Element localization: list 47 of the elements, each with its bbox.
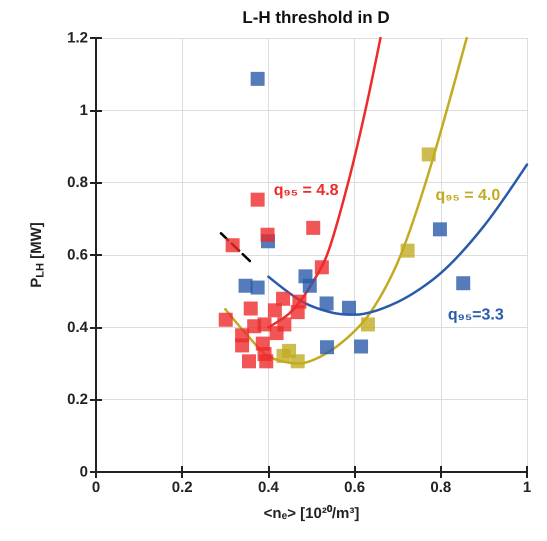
- point: [244, 302, 258, 316]
- point: [268, 303, 282, 318]
- y-tick-label: 0: [80, 464, 88, 480]
- series-label: q₉₅ = 4.8: [274, 182, 339, 200]
- point: [342, 300, 356, 315]
- point: [290, 305, 305, 320]
- point: [422, 147, 436, 162]
- point: [235, 338, 250, 352]
- point: [290, 354, 305, 368]
- point: [456, 276, 470, 290]
- x-axis-title: <nₑ> [10²⁰/m³]: [264, 504, 360, 522]
- point: [250, 192, 265, 207]
- y-tick-label: 0.8: [67, 174, 88, 192]
- point: [400, 244, 415, 258]
- x-tick-label: 0.2: [172, 479, 193, 496]
- x-tick-label: 1: [522, 479, 532, 496]
- series-label: q₉₅=3.3: [448, 306, 504, 324]
- point: [276, 348, 290, 363]
- point: [320, 340, 334, 354]
- point: [320, 296, 334, 310]
- point: [258, 317, 272, 332]
- point: [354, 340, 368, 354]
- point: [314, 260, 329, 274]
- point: [276, 292, 290, 306]
- point: [270, 326, 284, 340]
- series-label: q₉₅ = 4.0: [435, 186, 500, 204]
- point: [260, 228, 275, 242]
- y-tick-label: 0.4: [67, 318, 89, 336]
- point: [360, 317, 375, 332]
- chart-title: L-H threshold in D: [242, 8, 390, 27]
- x-tick-label: 0.8: [430, 479, 452, 496]
- point: [432, 222, 447, 236]
- point: [306, 220, 320, 235]
- y-tick-label: 1: [80, 102, 88, 119]
- y-tick-label: 0.2: [67, 391, 88, 408]
- x-tick-label: 0.6: [344, 479, 366, 496]
- point: [250, 72, 265, 86]
- y-axis-title: PLH [MW]: [28, 222, 46, 288]
- point: [259, 354, 274, 368]
- point: [250, 280, 265, 295]
- y-tick-label: 0.6: [67, 246, 88, 264]
- point: [302, 278, 317, 293]
- x-tick-label: 0.4: [258, 479, 280, 496]
- point: [218, 312, 233, 327]
- x-tick-label: 0: [92, 479, 100, 496]
- point: [242, 354, 256, 368]
- y-tick-label: 1.2: [67, 30, 88, 46]
